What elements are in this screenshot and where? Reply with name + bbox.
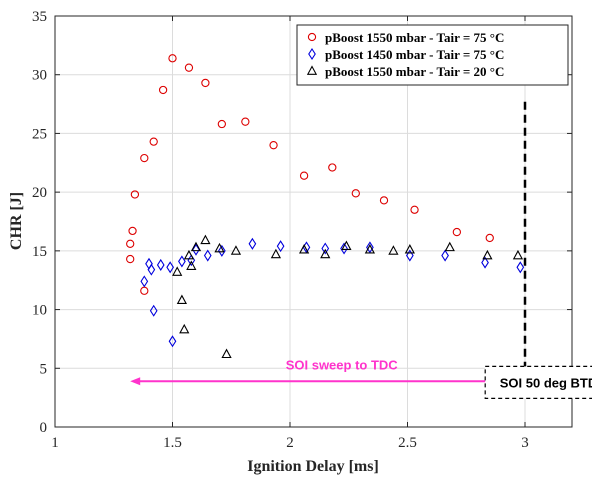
data-point (452, 227, 461, 237)
data-points (126, 54, 525, 359)
data-point (200, 234, 211, 245)
data-point (388, 245, 399, 255)
data-point (351, 189, 360, 198)
soi-sweep-arrow-head (130, 377, 141, 386)
y-tick-label: 10 (32, 303, 47, 319)
data-point (140, 153, 149, 163)
data-point (248, 237, 257, 250)
series-3 (172, 234, 524, 359)
data-point (178, 255, 186, 268)
soi-sweep-label: SOI sweep to TDC (286, 357, 399, 372)
data-point (230, 245, 242, 255)
data-point (341, 240, 352, 251)
legend-label: pBoost 1550 mbar - Tair = 75 °C (325, 30, 504, 45)
data-point (214, 242, 225, 253)
legend-label: pBoost 1450 mbar - Tair = 75 °C (325, 47, 504, 62)
data-point (512, 249, 524, 260)
y-tick-label: 5 (40, 361, 48, 377)
data-point (201, 78, 210, 88)
y-tick-label: 15 (32, 244, 47, 260)
data-point (203, 249, 212, 262)
data-point (217, 244, 226, 257)
x-tick-label: 2 (286, 435, 294, 451)
data-point (140, 275, 149, 288)
data-point (147, 263, 156, 276)
data-point (482, 249, 493, 260)
y-tick-label: 30 (32, 68, 47, 84)
legend-marker (308, 47, 316, 61)
x-tick-label: 2.5 (398, 435, 417, 451)
legend-marker (307, 32, 317, 42)
data-point (299, 171, 309, 180)
data-point (485, 233, 494, 243)
data-point (126, 239, 135, 248)
data-point (269, 141, 278, 150)
series-1 (126, 54, 494, 295)
data-point (404, 244, 415, 254)
data-point (441, 249, 449, 262)
legend-label: pBoost 1550 mbar - Tair = 20 °C (325, 64, 504, 79)
data-point (217, 119, 226, 129)
data-point (183, 249, 195, 260)
data-point (270, 248, 282, 259)
data-point (192, 243, 200, 256)
data-point (364, 244, 376, 254)
x-tick-label: 3 (521, 435, 529, 451)
data-point (366, 241, 374, 254)
data-point (149, 304, 158, 317)
data-point (168, 335, 177, 348)
data-point (320, 248, 331, 259)
y-tick-label: 35 (32, 9, 47, 25)
data-point (328, 163, 337, 172)
data-point (190, 241, 202, 252)
data-point (340, 242, 348, 255)
legend-marker (306, 65, 318, 75)
data-point (405, 249, 414, 262)
x-axis-label: Ignition Delay [ms] (247, 458, 379, 475)
data-point (168, 54, 177, 63)
series-2 (140, 237, 525, 348)
data-point (156, 258, 165, 271)
data-point (481, 256, 489, 269)
data-point (130, 190, 140, 199)
data-point (184, 63, 194, 72)
x-tick-label: 1 (51, 435, 59, 451)
data-point (276, 240, 285, 253)
data-point (516, 261, 525, 274)
data-point (158, 85, 168, 95)
legend: pBoost 1550 mbar - Tair = 75 °C pBoost 14… (296, 24, 569, 86)
data-point (166, 261, 175, 274)
data-point (179, 323, 190, 334)
data-point (221, 348, 232, 359)
y-tick-label: 25 (32, 126, 47, 142)
data-point (149, 137, 158, 146)
data-point (410, 205, 419, 214)
legend-box (296, 24, 569, 86)
data-point (126, 254, 135, 264)
y-tick-label: 0 (40, 420, 48, 436)
y-axis-label: CHR [J] (8, 192, 25, 250)
data-point (444, 241, 455, 252)
data-point (172, 266, 183, 276)
data-point (241, 117, 250, 126)
y-tick-label: 20 (32, 185, 47, 201)
data-point (186, 260, 197, 270)
data-point (128, 226, 137, 236)
plot-frame (54, 15, 573, 428)
annotations: SOI sweep to TDC SOI 50 deg BTDC (130, 101, 592, 399)
data-point (176, 294, 188, 305)
data-point (379, 196, 389, 205)
data-point (298, 244, 310, 254)
x-tick-label: 1.5 (163, 435, 182, 451)
soi-50-label: SOI 50 deg BTDC (500, 375, 592, 390)
soi-50-box (484, 365, 592, 399)
data-point (321, 242, 330, 255)
